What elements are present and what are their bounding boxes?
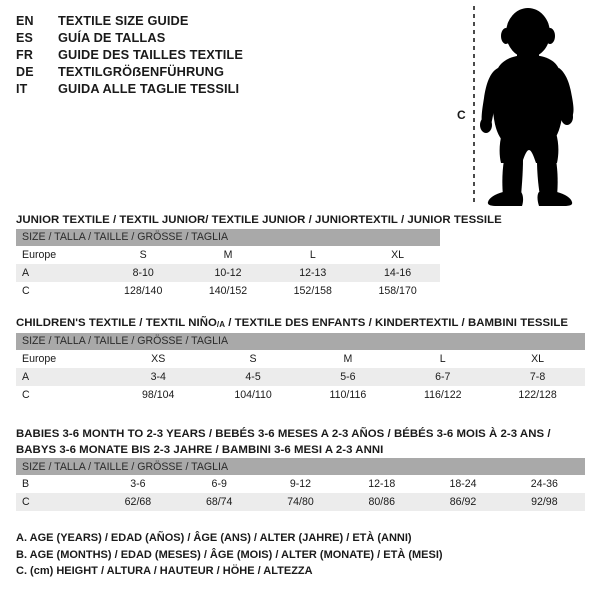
table-row: A 8-10 10-12 12-13 14-16 [16,263,440,282]
table-cell: XS [151,352,166,365]
table-cell: 110/116 [329,388,367,401]
table-header-row: SIZE / TALLA / TAILLE / GRÖSSE / TAGLIA [16,228,440,246]
table-cell: 116/122 [423,388,462,401]
section-junior-textile: JUNIOR TEXTILE / TEXTIL JUNIOR/ TEXTILE … [16,213,502,300]
height-dashed-line [473,6,475,205]
size-header-label: SIZE / TALLA / TAILLE / GRÖSSE / TAGLIA [16,228,440,246]
table-cell: 74/80 [259,493,342,511]
section-title-subscript: /A [216,320,226,329]
table-cell: 4-5 [205,367,301,386]
table-cell: S [139,248,147,261]
table-cell: XL [531,352,545,365]
language-row: EN TEXTILE SIZE GUIDE [16,12,243,29]
row-label: Europe [22,352,57,365]
table-cell: M [343,352,353,365]
babies-size-table: SIZE / TALLA / TAILLE / GRÖSSE / TAGLIA B… [16,458,585,511]
language-title: TEXTILE SIZE GUIDE [58,13,189,28]
table-cell: 9-12 [289,478,312,490]
table-header-row: SIZE / TALLA / TAILLE / GRÖSSE / TAGLIA [16,458,585,475]
table-cell: S [249,352,257,365]
section-title-line2: BABYS 3-6 MONATE BIS 2-3 JAHRE / BAMBINI… [16,443,384,456]
table-cell: 18-24 [449,478,477,490]
language-header-block: EN TEXTILE SIZE GUIDE ES GUÍA DE TALLAS FR GU… [16,12,243,97]
legend-line: B. AGE (MONTHS) / EDAD (MESES) / ÂGE (MO… [16,548,443,561]
section-title-pre: CHILDREN'S TEXTILE / TEXTIL NIÑO [16,317,217,329]
legend-line: A. AGE (YEARS) / EDAD (AÑOS) / ÂGE (ANS)… [16,532,412,544]
section-title-line1: BABIES 3-6 MONTH TO 2-3 YEARS / BEBÉS 3-… [16,428,551,440]
language-code: FR [16,47,34,62]
row-label: C [16,493,98,511]
table-cell: 7-8 [490,367,585,386]
table-cell: L [309,248,316,261]
section-title: CHILDREN'S TEXTILE / TEXTIL NIÑO/A / TEX… [16,316,585,333]
table-cell: 158/170 [378,284,417,297]
table-cell: 6-9 [211,478,227,490]
table-cell: 140/152 [208,284,248,297]
language-row: IT GUIDA ALLE TAGLIE TESSILI [16,80,243,97]
section-title-post: / TEXTILE DES ENFANTS / KINDERTEXTIL / B… [225,317,569,329]
table-row: Europe S M L XL [16,246,440,264]
table-cell: 10-12 [185,263,271,282]
section-title: JUNIOR TEXTILE / TEXTIL JUNIOR/ TEXTILE … [16,214,502,226]
table-cell: 8-10 [100,263,186,282]
size-header-label: SIZE / TALLA / TAILLE / GRÖSSE / TAGLIA [16,332,585,350]
table-row: Europe XS S M L XL [16,350,585,368]
table-cell: 92/98 [503,493,585,511]
row-label: C [22,284,30,297]
table-row: C 62/68 68/74 74/80 80/86 86/92 92/98 [16,493,585,511]
table-cell: 12-18 [368,478,396,490]
section-childrens-textile: CHILDREN'S TEXTILE / TEXTIL NIÑO/A / TEX… [16,316,585,404]
size-figure: C [445,0,600,212]
table-cell: XL [391,248,405,261]
language-row: DE TEXTILGRÖẞENFÜHRUNG [16,63,243,80]
language-code: IT [16,81,28,96]
table-cell: 3-4 [110,367,206,386]
table-cell: 24-36 [530,478,558,490]
children-size-table: SIZE / TALLA / TAILLE / GRÖSSE / TAGLIA E… [16,332,585,404]
table-cell: 5-6 [300,367,396,386]
table-cell: 12-13 [270,263,356,282]
table-cell: 80/86 [341,493,423,511]
table-row: B 3-6 6-9 9-12 12-18 18-24 24-36 [16,475,585,493]
legend-block: A. AGE (YEARS) / EDAD (AÑOS) / ÂGE (ANS)… [16,530,443,580]
language-row: FR GUIDE DES TAILLES TEXTILE [16,46,243,63]
table-cell: 3-6 [130,478,146,490]
table-cell: L [439,352,446,365]
table-cell: 62/68 [97,493,179,511]
table-cell: 14-16 [355,263,440,282]
row-label: A [16,263,101,282]
legend-line: C. (cm) HEIGHT / ALTURA / HAUTEUR / HÖHE… [16,565,313,577]
size-header-label: SIZE / TALLA / TAILLE / GRÖSSE / TAGLIA [16,458,585,475]
language-code: EN [16,13,34,28]
table-row: A 3-4 4-5 5-6 6-7 7-8 [16,367,585,386]
table-cell: 68/74 [178,493,260,511]
junior-size-table: SIZE / TALLA / TAILLE / GRÖSSE / TAGLIA E… [16,228,440,300]
language-title: TEXTILGRÖẞENFÜHRUNG [58,64,225,79]
table-cell: 104/110 [234,388,272,401]
table-row: C 128/140 140/152 152/158 158/170 [16,282,440,300]
language-title: GUÍA DE TALLAS [58,30,166,45]
table-row: C 98/104 104/110 110/116 116/122 122/128 [16,386,585,404]
table-cell: 6-7 [395,367,491,386]
table-cell: 86/92 [422,493,504,511]
table-cell: 122/128 [518,388,557,401]
height-marker-label: C [457,108,466,122]
row-label: B [22,478,30,490]
table-cell: M [223,248,233,261]
row-label: Europe [22,248,57,261]
row-label: A [16,367,111,386]
toddler-silhouette-icon [480,8,574,206]
table-cell: 98/104 [142,388,175,401]
language-code: DE [16,64,34,79]
table-cell: 152/158 [293,284,332,297]
language-code: ES [16,30,34,45]
row-label: C [22,388,30,401]
language-title: GUIDA ALLE TAGLIE TESSILI [58,81,240,96]
language-title: GUIDE DES TAILLES TEXTILE [58,47,243,62]
table-header-row: SIZE / TALLA / TAILLE / GRÖSSE / TAGLIA [16,332,585,350]
section-babies-textile: BABIES 3-6 MONTH TO 2-3 YEARS / BEBÉS 3-… [16,427,585,511]
table-cell: 128/140 [124,284,163,297]
language-row: ES GUÍA DE TALLAS [16,29,243,46]
